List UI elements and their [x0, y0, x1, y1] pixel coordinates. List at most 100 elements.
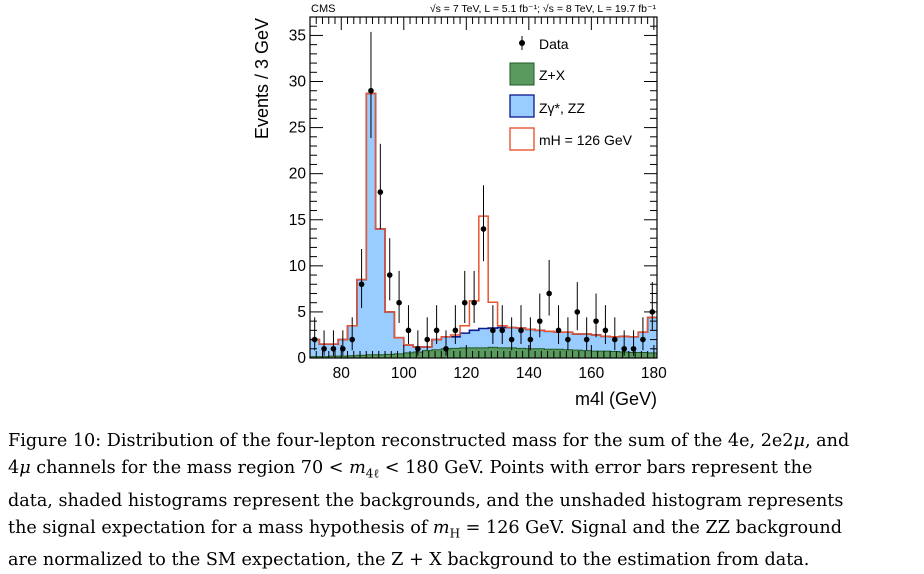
zx-bar — [638, 352, 649, 358]
legend-data-label: Data — [539, 36, 569, 52]
legend-zz-label: Zγ*, ZZ — [539, 100, 585, 116]
data-point — [433, 327, 440, 334]
zx-bar — [478, 347, 489, 358]
data-point — [424, 336, 431, 343]
axis-ticks — [309, 17, 657, 359]
zx-bar — [563, 349, 573, 358]
caption-line-4: the signal expectation for a mass hypoth… — [8, 517, 843, 541]
data-point — [358, 281, 365, 288]
caption-line-1: Figure 10: Distribution of the four-lept… — [8, 431, 850, 451]
data-point — [415, 345, 421, 352]
x-tick-label: 180 — [641, 365, 667, 382]
energy-label: √s = 7 TeV, L = 5.1 fb⁻¹; √s = 8 TeV, L … — [430, 3, 657, 15]
y-tick-label: 35 — [289, 27, 306, 44]
data-point — [396, 299, 402, 306]
zx-bar — [328, 356, 339, 358]
caption-line-2: 4μ channels for the mass region 70 < m4ℓ… — [8, 458, 813, 481]
zz-bar — [460, 333, 470, 348]
zx-bar — [347, 355, 358, 358]
data-point — [583, 336, 590, 343]
zx-bar — [460, 347, 470, 358]
zx-bar — [450, 348, 461, 358]
data-point — [546, 290, 552, 297]
zx-bar — [488, 347, 498, 358]
zx-bar — [544, 349, 555, 358]
zx-outline — [310, 346, 657, 358]
zx-bar — [497, 347, 508, 358]
caption-line-3: data, shaded histograms represent the ba… — [8, 490, 844, 511]
data-points — [311, 31, 656, 356]
data-point — [452, 327, 459, 334]
zz-bar — [591, 334, 602, 352]
data-point — [602, 327, 609, 334]
y-tick-label: 10 — [289, 258, 307, 275]
zx-bar — [553, 349, 564, 358]
data-point — [386, 272, 393, 278]
zx-bar — [581, 350, 592, 358]
x-tick-label: 100 — [391, 365, 417, 382]
x-tick-label: 160 — [578, 365, 604, 382]
y-tick-label: 15 — [289, 212, 306, 229]
data-point — [640, 336, 646, 343]
tick-labels: 80 100 120 140 160 180 0 5 10 15 20 25 30 35 — [289, 27, 667, 382]
y-tick-label: 30 — [289, 74, 307, 91]
data-point — [368, 87, 374, 94]
zz-bar — [647, 317, 658, 353]
data-point — [536, 318, 543, 324]
legend-zx-label: Z+X — [539, 67, 566, 83]
data-point — [518, 327, 524, 334]
zx-bar — [356, 355, 367, 358]
data-point — [508, 336, 515, 343]
zx-bar — [506, 347, 517, 358]
legend: Data Z+X Zγ*, ZZ mH = 126 GeV — [509, 36, 633, 151]
caption-line-5: are normalized to the SM expectation, th… — [8, 550, 810, 571]
legend-zx-swatch — [509, 62, 535, 86]
data-point — [649, 309, 656, 315]
zz-bar — [478, 328, 489, 348]
data-point — [499, 327, 506, 334]
data-point — [405, 327, 412, 334]
y-tick-label: 20 — [289, 166, 307, 183]
zz-bar — [572, 334, 583, 351]
data-point — [565, 336, 571, 343]
legend-zz-swatch — [509, 94, 535, 118]
zx-bar — [394, 353, 405, 358]
histogram-figure: 80 100 120 140 160 180 0 5 10 15 20 25 30 35 CMS √s =… — [252, 3, 667, 409]
data-point — [621, 345, 627, 352]
zx-bar — [600, 351, 611, 358]
x-tick-label: 80 — [333, 365, 351, 382]
x-tick-label: 120 — [453, 365, 479, 382]
x-axis-label: m4l (GeV) — [575, 389, 657, 409]
data-point — [311, 336, 318, 343]
zx-bar — [319, 356, 330, 358]
zx-bar — [516, 348, 527, 358]
zz-bar — [356, 279, 367, 356]
y-tick-label: 5 — [297, 304, 306, 321]
data-point — [377, 189, 384, 195]
data-point — [574, 309, 581, 315]
zz-bar — [403, 345, 414, 353]
zz-bar — [469, 330, 480, 348]
data-point — [490, 327, 496, 334]
zz-bar — [431, 339, 442, 350]
y-tick-label: 0 — [297, 350, 306, 367]
x-tick-label: 140 — [516, 365, 542, 382]
zx-bar — [385, 354, 395, 358]
data-point — [555, 327, 562, 334]
legend-signal-label: mH = 126 GeV — [539, 132, 633, 148]
zz-bar — [366, 93, 377, 355]
y-tick-label: 25 — [289, 120, 306, 137]
zz-bar — [385, 311, 395, 355]
zx-bar — [338, 356, 348, 358]
data-point — [349, 336, 356, 343]
zx-bar — [591, 351, 602, 358]
zx-bar — [375, 354, 386, 358]
data-point — [330, 345, 337, 352]
data-point — [593, 318, 599, 324]
data-point — [480, 226, 487, 232]
zx-bar — [403, 352, 414, 358]
data-point — [611, 336, 618, 343]
zx-bar — [535, 348, 545, 358]
zx-bar — [469, 347, 480, 358]
data-point — [630, 345, 637, 352]
